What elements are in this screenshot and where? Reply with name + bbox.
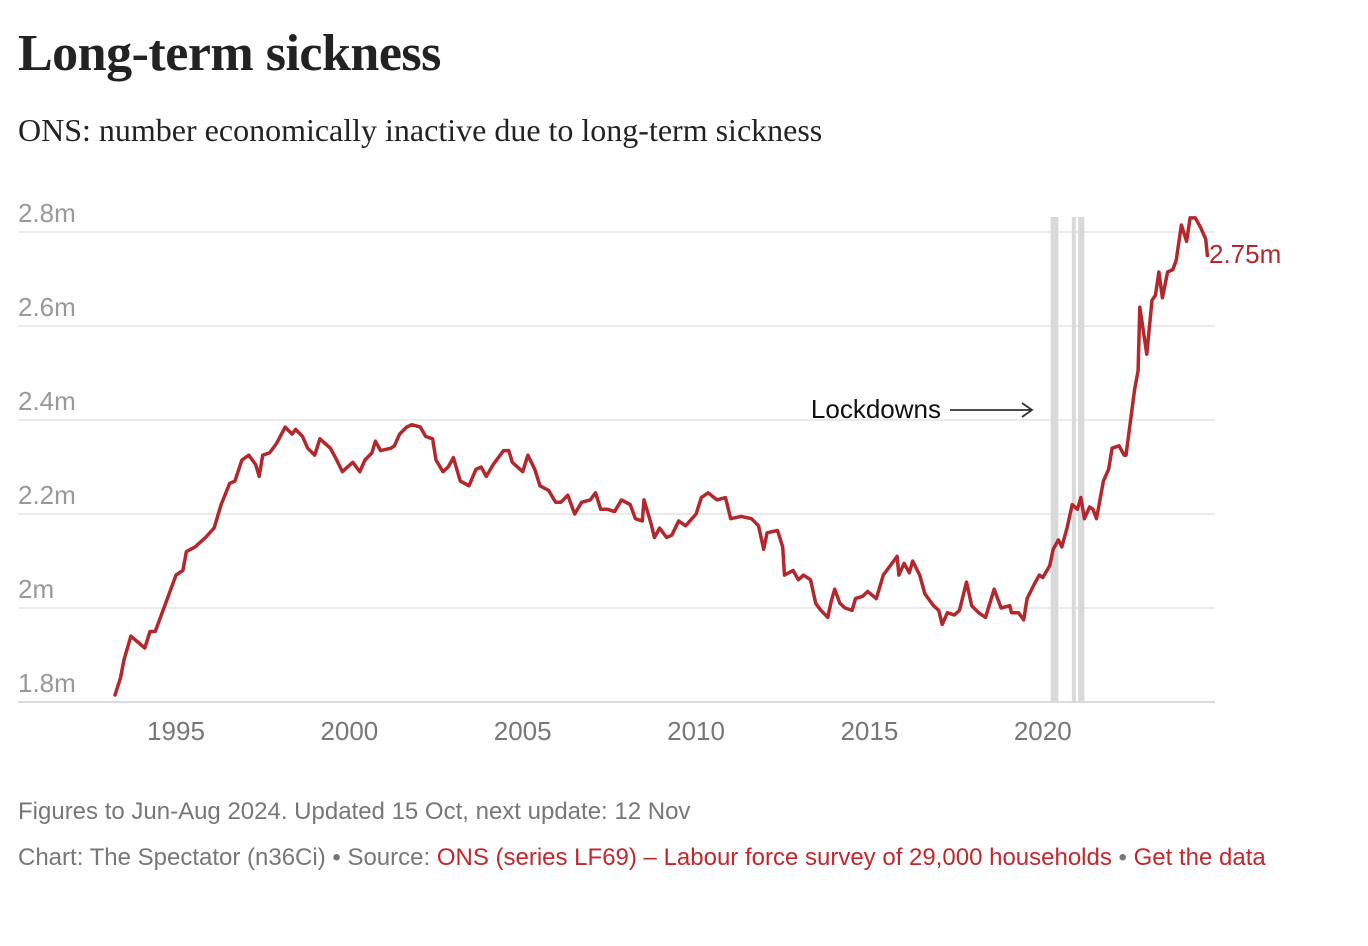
y-tick-label: 2.4m — [18, 386, 76, 416]
x-tick-label: 2000 — [320, 716, 378, 746]
y-tick-label: 2m — [18, 574, 54, 604]
series-line — [113, 216, 1210, 697]
x-tick-label: 2005 — [494, 716, 552, 746]
line-chart: 1.8m 2m 2.2m 2.4m 2.6m 2.8m 1995 2000 2005 2010 20… — [18, 198, 1281, 746]
chart-subtitle: ONS: number economically inactive due to… — [18, 112, 823, 148]
footer-note: Figures to Jun-Aug 2024. Updated 15 Oct,… — [18, 798, 691, 825]
x-tick-label: 2010 — [667, 716, 725, 746]
x-tick-label: 1995 — [147, 716, 205, 746]
y-tick-label: 1.8m — [18, 668, 76, 698]
get-data-link[interactable]: Get the data — [1133, 844, 1266, 871]
y-tick-label: 2.8m — [18, 198, 76, 228]
end-value-label: 2.75m — [1209, 239, 1281, 269]
y-tick-label: 2.2m — [18, 480, 76, 510]
lockdown-band — [1078, 217, 1085, 702]
lockdown-band — [1071, 217, 1076, 702]
source-link[interactable]: ONS (series LF69) – Labour force survey … — [436, 844, 1112, 871]
separator: • — [1111, 844, 1134, 871]
footer-credit: Chart: The Spectator (n36Ci) • Source: O… — [18, 840, 1318, 876]
x-tick-label: 2020 — [1014, 716, 1072, 746]
arrow-right-icon — [950, 402, 1034, 418]
credit-text: Chart: The Spectator (n36Ci) • Source: — [18, 844, 437, 871]
y-tick-label: 2.6m — [18, 292, 76, 322]
annotation-lockdowns: Lockdowns — [811, 394, 941, 424]
lockdown-band — [1050, 217, 1059, 702]
chart-title: Long-term sickness — [18, 25, 441, 82]
x-tick-label: 2015 — [840, 716, 898, 746]
